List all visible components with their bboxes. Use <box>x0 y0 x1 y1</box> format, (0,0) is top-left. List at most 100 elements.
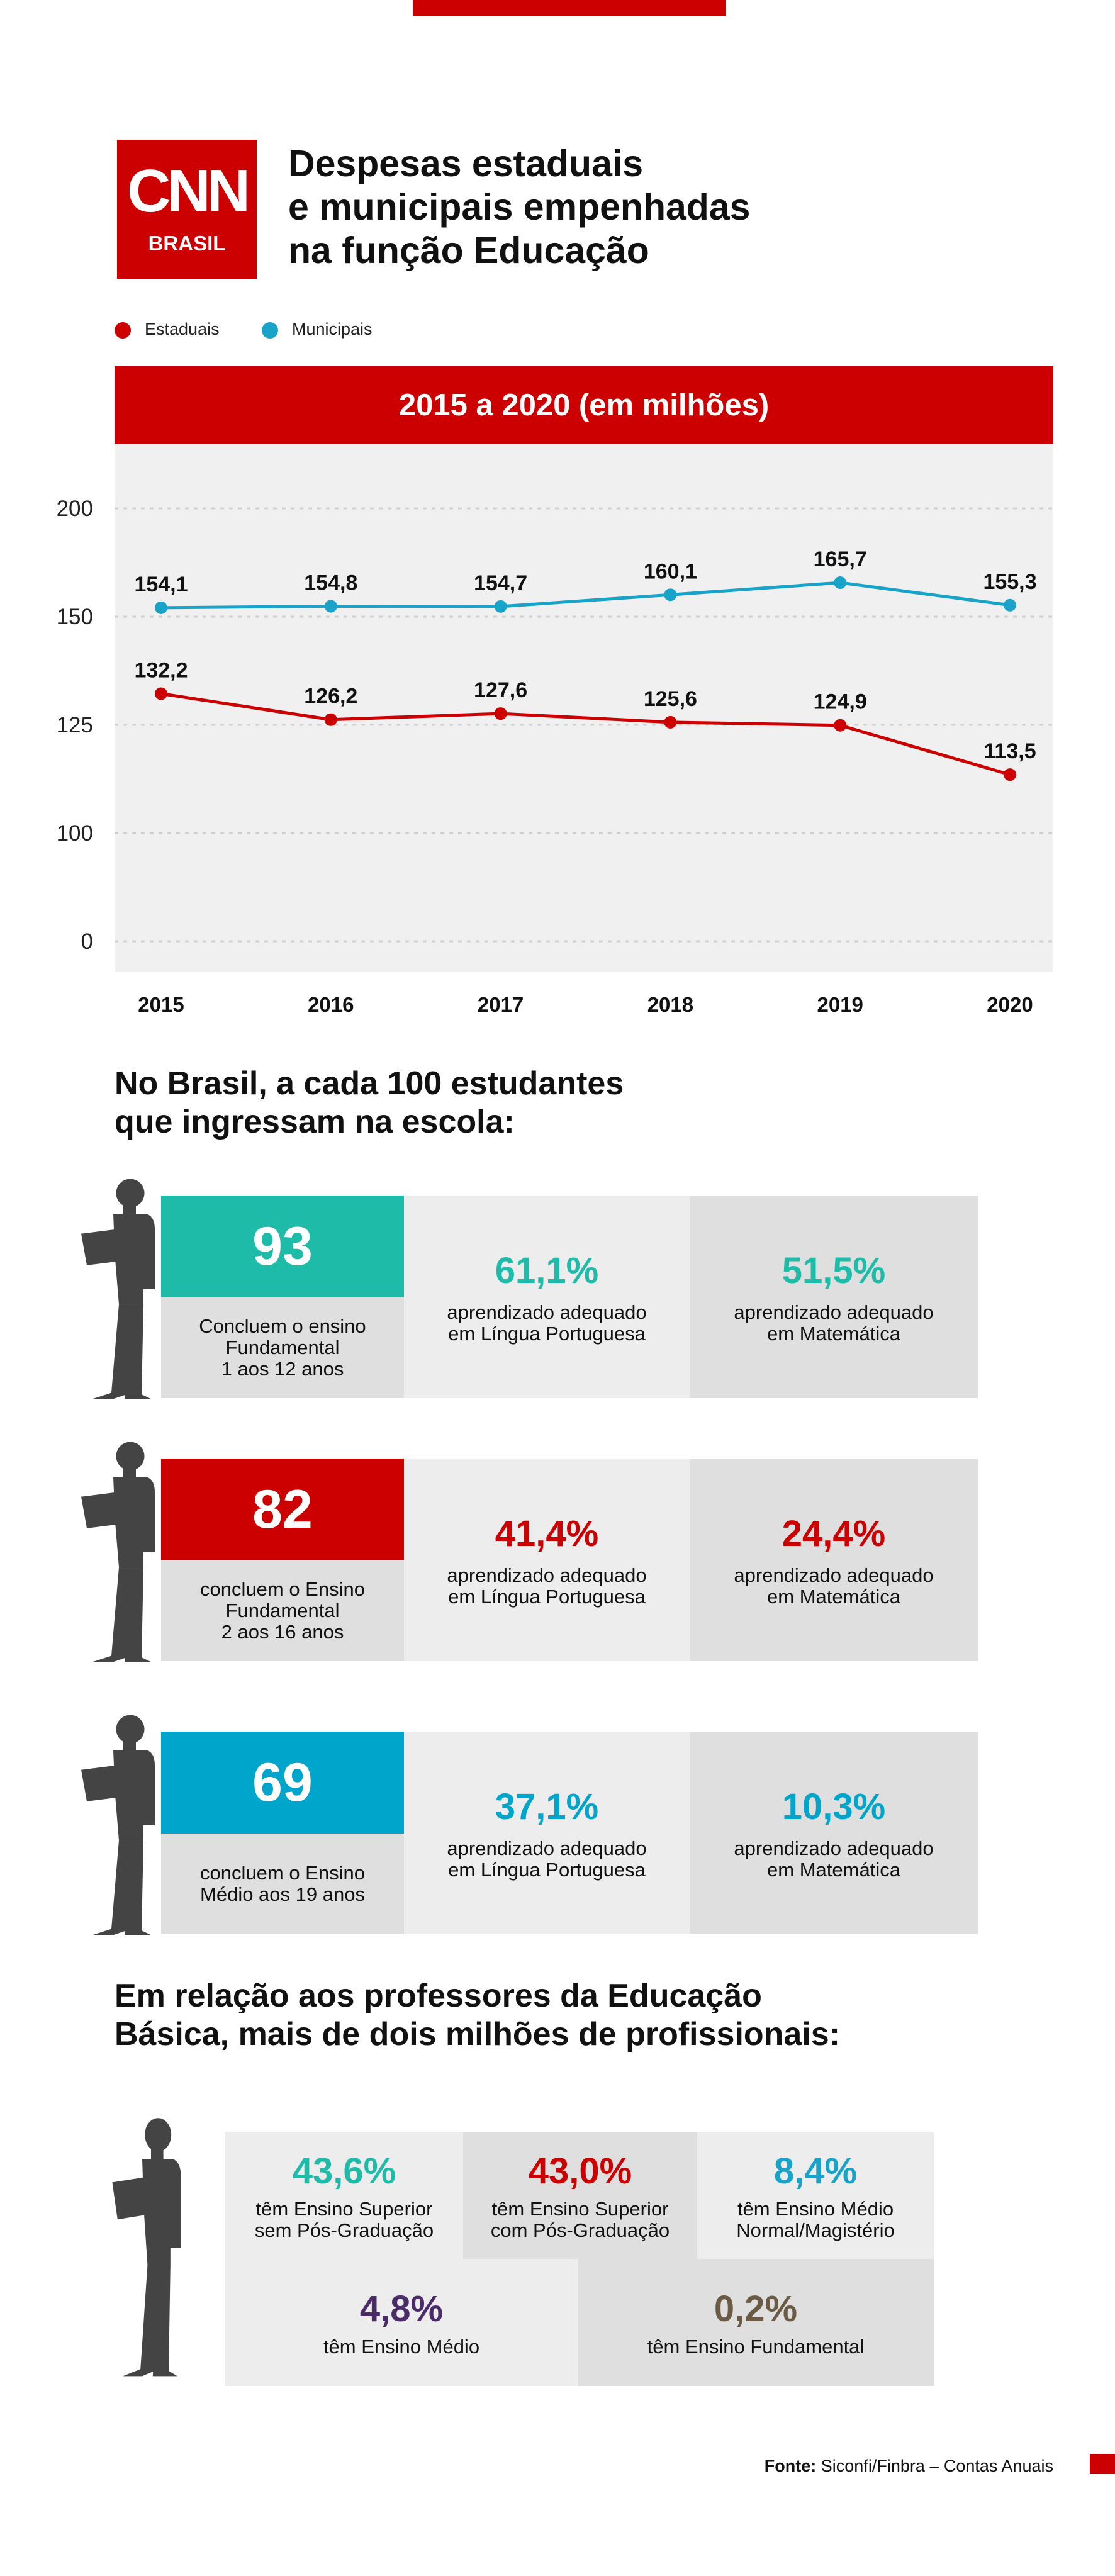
source-note: Fonte: Siconfi/Finbra – Contas Anuais <box>765 2456 1053 2476</box>
data-label: 160,1 <box>644 559 697 583</box>
plot-background <box>115 444 1053 972</box>
y-tick-label: 0 <box>81 929 93 954</box>
data-point <box>664 588 677 602</box>
student-caption: Concluem o ensino Fundamental 1 aos 12 ano… <box>161 1297 404 1398</box>
teacher-stat-tile: 43,0% têm Ensino Superior com Pós-Graduaçã… <box>463 2132 697 2259</box>
line-chart: 200 150 125 100 0 2015 2016 2017 2018 2019 2020 154… <box>57 444 1053 1016</box>
student-caption: concluem o Ensino Médio aos 19 anos <box>161 1834 404 1934</box>
student-caption-line: Fundamental <box>225 1336 340 1358</box>
data-point <box>834 576 847 589</box>
teacher-stat-tile: 43,6% têm Ensino Superior sem Pós-Graduaçã… <box>225 2132 463 2259</box>
student-caption-line: Médio aos 19 anos <box>200 1883 365 1905</box>
data-point <box>494 600 507 613</box>
teacher-label: têm Ensino Médio <box>323 2335 480 2358</box>
source-label: Fonte: <box>764 2456 817 2475</box>
source-text: Siconfi/Finbra – Contas Anuais <box>821 2456 1053 2475</box>
math-pct: 24,4% <box>782 1513 886 1554</box>
data-label: 154,8 <box>304 571 357 595</box>
title-line-3: na função Educação <box>288 230 649 271</box>
student-caption: concluem o Ensino Fundamental 2 aos 16 ano… <box>161 1560 404 1661</box>
legend-dot-red <box>115 322 131 339</box>
student-count-box: 69 <box>161 1732 404 1834</box>
student-count: 69 <box>252 1752 313 1813</box>
student-caption-line: concluem o Ensino <box>200 1862 365 1884</box>
logo-text: CNN <box>127 157 250 225</box>
student-silhouette-icon <box>81 1715 155 1935</box>
math-label: em Matemática <box>767 1585 900 1608</box>
math-label: em Matemática <box>767 1858 900 1881</box>
data-label: 155,3 <box>983 570 1036 594</box>
x-tick-label: 2015 <box>138 993 184 1016</box>
portuguese-tile: 37,1% aprendizado adequado em Língua Portu… <box>404 1732 690 1934</box>
data-label: 113,5 <box>983 739 1036 763</box>
data-label: 126,2 <box>304 685 357 708</box>
data-label: 125,6 <box>644 687 697 711</box>
math-label: aprendizado adequado <box>734 1837 934 1859</box>
math-label: aprendizado adequado <box>734 1301 934 1323</box>
y-tick-label: 200 <box>57 496 93 521</box>
teacher-label: sem Pós-Graduação <box>254 2219 434 2241</box>
math-label: em Matemática <box>767 1322 900 1345</box>
portuguese-pct: 41,4% <box>495 1513 599 1554</box>
math-tile: 51,5% aprendizado adequado em Matemática <box>690 1196 978 1398</box>
teacher-stat-tile: 4,8% têm Ensino Médio <box>225 2259 578 2386</box>
teacher-label: têm Ensino Fundamental <box>647 2335 865 2358</box>
page-title: Despesas estaduais e municipais empenhad… <box>288 142 854 272</box>
teacher-label: têm Ensino Superior <box>491 2197 669 2220</box>
student-count-box: 93 <box>161 1196 404 1297</box>
data-point <box>664 715 677 729</box>
y-tick-label: 125 <box>57 713 93 737</box>
portuguese-label: em Língua Portuguesa <box>448 1858 646 1881</box>
teachers-heading-line-2: Básica, mais de dois milhões de profissi… <box>115 2016 841 2052</box>
teacher-pct: 43,0% <box>528 2150 632 2192</box>
data-point <box>1004 768 1016 781</box>
data-point <box>324 600 337 613</box>
students-heading: No Brasil, a cada 100 estudantes que ing… <box>115 1065 624 1141</box>
legend-label-municipais: Municipais <box>292 320 373 339</box>
x-tick-label: 2018 <box>647 993 693 1016</box>
math-tile: 10,3% aprendizado adequado em Matemática <box>690 1732 978 1934</box>
teacher-label: têm Ensino Médio <box>737 2197 894 2220</box>
data-point <box>1004 598 1016 612</box>
legend-dot-blue <box>262 322 278 339</box>
data-point <box>155 687 167 700</box>
data-label: 154,1 <box>134 573 188 596</box>
data-point <box>155 601 167 614</box>
portuguese-label: em Língua Portuguesa <box>448 1585 646 1608</box>
data-label: 154,7 <box>474 571 527 595</box>
student-silhouette-icon <box>81 1179 155 1399</box>
portuguese-label: aprendizado adequado <box>447 1837 647 1859</box>
footer-accent <box>1090 2454 1115 2474</box>
title-line-1: Despesas estaduais <box>288 143 644 184</box>
teacher-label: com Pós-Graduação <box>490 2219 670 2241</box>
logo-subtext: BRASIL <box>148 232 226 255</box>
x-tick-label: 2020 <box>987 993 1033 1016</box>
data-point <box>324 713 337 726</box>
math-pct: 10,3% <box>782 1786 886 1827</box>
portuguese-pct: 61,1% <box>495 1250 599 1291</box>
data-label: 165,7 <box>814 547 867 571</box>
series-line-municipais <box>160 581 1011 610</box>
teacher-pct: 8,4% <box>773 2150 858 2192</box>
legend-label-estaduais: Estaduais <box>145 320 220 339</box>
chart-title: 2015 a 2020 (em milhões) <box>115 366 1053 444</box>
teacher-pct: 43,6% <box>292 2150 396 2192</box>
title-line-2: e municipais empenhadas <box>288 186 751 228</box>
portuguese-label: aprendizado adequado <box>447 1301 647 1323</box>
top-accent-bar <box>413 0 726 16</box>
y-tick-label: 100 <box>57 821 93 846</box>
data-point <box>834 719 847 732</box>
teacher-label: Normal/Magistério <box>736 2219 895 2241</box>
portuguese-tile: 61,1% aprendizado adequado em Língua Portu… <box>404 1196 690 1398</box>
math-tile: 24,4% aprendizado adequado em Matemática <box>690 1459 978 1661</box>
student-caption-line: 2 aos 16 anos <box>221 1621 344 1643</box>
teacher-stat-tile: 8,4% têm Ensino Médio Normal/Magistério <box>697 2132 934 2259</box>
teacher-pct: 0,2% <box>714 2288 798 2329</box>
x-tick-label: 2017 <box>478 993 524 1016</box>
math-label: aprendizado adequado <box>734 1564 934 1586</box>
portuguese-label: aprendizado adequado <box>447 1564 647 1586</box>
teacher-label: têm Ensino Superior <box>255 2197 433 2220</box>
student-caption-line: concluem o Ensino <box>200 1578 365 1600</box>
legend-estaduais: Estaduais <box>115 320 220 339</box>
portuguese-tile: 41,4% aprendizado adequado em Língua Portu… <box>404 1459 690 1661</box>
